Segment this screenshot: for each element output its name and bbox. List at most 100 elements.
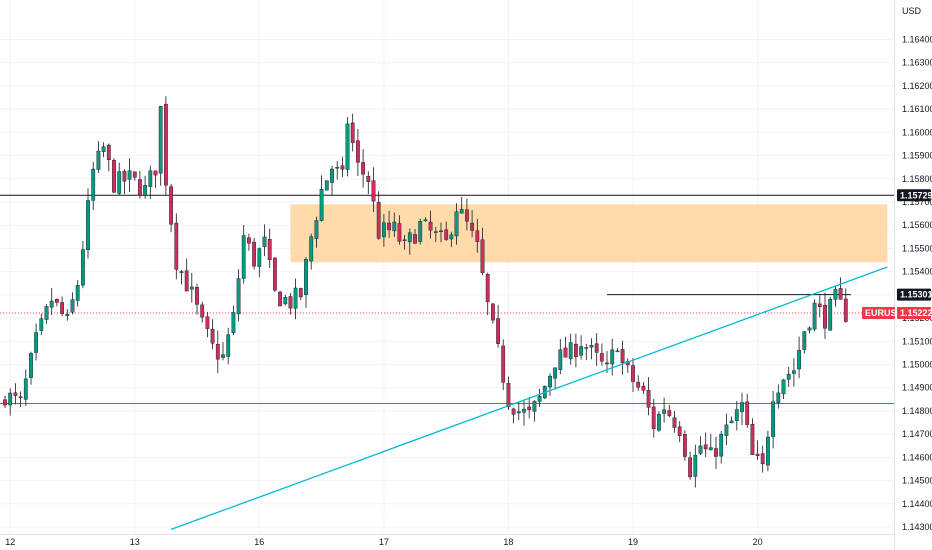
candle-body [246,237,251,244]
candle [537,388,542,407]
candle [760,445,765,473]
candle [158,106,163,186]
candle-body [610,349,615,365]
candle [96,141,101,173]
candle [527,397,532,419]
candle-body [65,314,70,317]
candle-body [195,287,199,305]
candle [278,290,282,307]
candle-body [8,392,13,406]
candle-body [511,408,516,415]
candle-body [708,447,713,451]
candle-body [75,285,80,301]
price-tick-label: 1.14700 [902,429,932,439]
candle [101,142,106,158]
candle [683,430,687,461]
candle [646,377,651,416]
candle-body [553,367,558,379]
candle-body [548,375,552,388]
candle [449,231,454,248]
candle [594,333,599,366]
candle [252,238,256,270]
time-axis[interactable]: 12 13 16 17 18 19 20 [5,537,762,547]
candle-body [838,288,843,300]
candle-body [589,345,594,348]
candle-body [91,168,96,201]
candle-body [324,180,329,191]
candle-body [267,238,272,260]
candle-body [153,170,158,176]
candle [298,287,303,301]
candle-body [714,448,718,457]
candle-body [657,413,661,431]
candle-body [392,221,397,232]
candle [662,397,667,423]
candle-body [361,162,365,175]
candle [511,407,516,424]
candle [267,228,272,269]
candle-body [740,402,744,412]
candle [143,175,147,199]
candle [755,440,760,460]
candle-body [143,185,147,196]
candle-body [579,346,584,356]
candle [667,404,672,418]
candle-body [127,170,132,180]
candle [413,229,417,244]
candle [677,421,682,443]
candle [766,430,770,472]
candle [361,149,365,188]
candle-body [29,353,33,378]
candle [179,270,184,285]
candle-body [283,297,288,305]
current-price-box [897,307,931,319]
candle-body [766,436,770,466]
candle [402,235,407,250]
candle [366,171,371,194]
candle [324,180,329,191]
candle-body [698,445,703,454]
candle-body [688,457,693,478]
candle [475,218,480,253]
candle [574,333,578,368]
candle-body [558,349,563,370]
price-label-box [897,189,931,202]
candle-body [527,406,532,411]
candle-body [812,302,817,330]
candle-body [236,278,241,315]
candle-body [823,305,827,329]
candle [132,171,137,181]
candle [579,335,584,360]
candle [615,348,620,353]
price-tick-label: 1.15600 [902,220,932,230]
candle-body [148,170,153,187]
candle [797,336,802,379]
price-axis[interactable]: 1.16400 1.16300 1.16200 1.16100 1.16000 1.159… [902,35,932,533]
candle [29,351,33,385]
candle [137,170,142,199]
candle [812,299,817,332]
candle [641,382,646,394]
trendline-line[interactable] [170,266,888,531]
candle-body [703,444,708,450]
candle [553,367,558,390]
candle [781,378,786,399]
candle-body [786,373,791,380]
candle [750,418,755,455]
candle [350,113,355,152]
candle [589,338,594,360]
candle [319,175,324,222]
zone-rect[interactable] [290,204,888,263]
candle [382,213,386,247]
candle-body [807,327,812,331]
candle-body [3,399,7,406]
candle [532,400,537,422]
candle-body [356,140,360,163]
candle-body [407,232,412,243]
candle-body [667,410,672,416]
candle-body [55,299,59,303]
candle-body [631,365,635,382]
candle [833,285,838,307]
